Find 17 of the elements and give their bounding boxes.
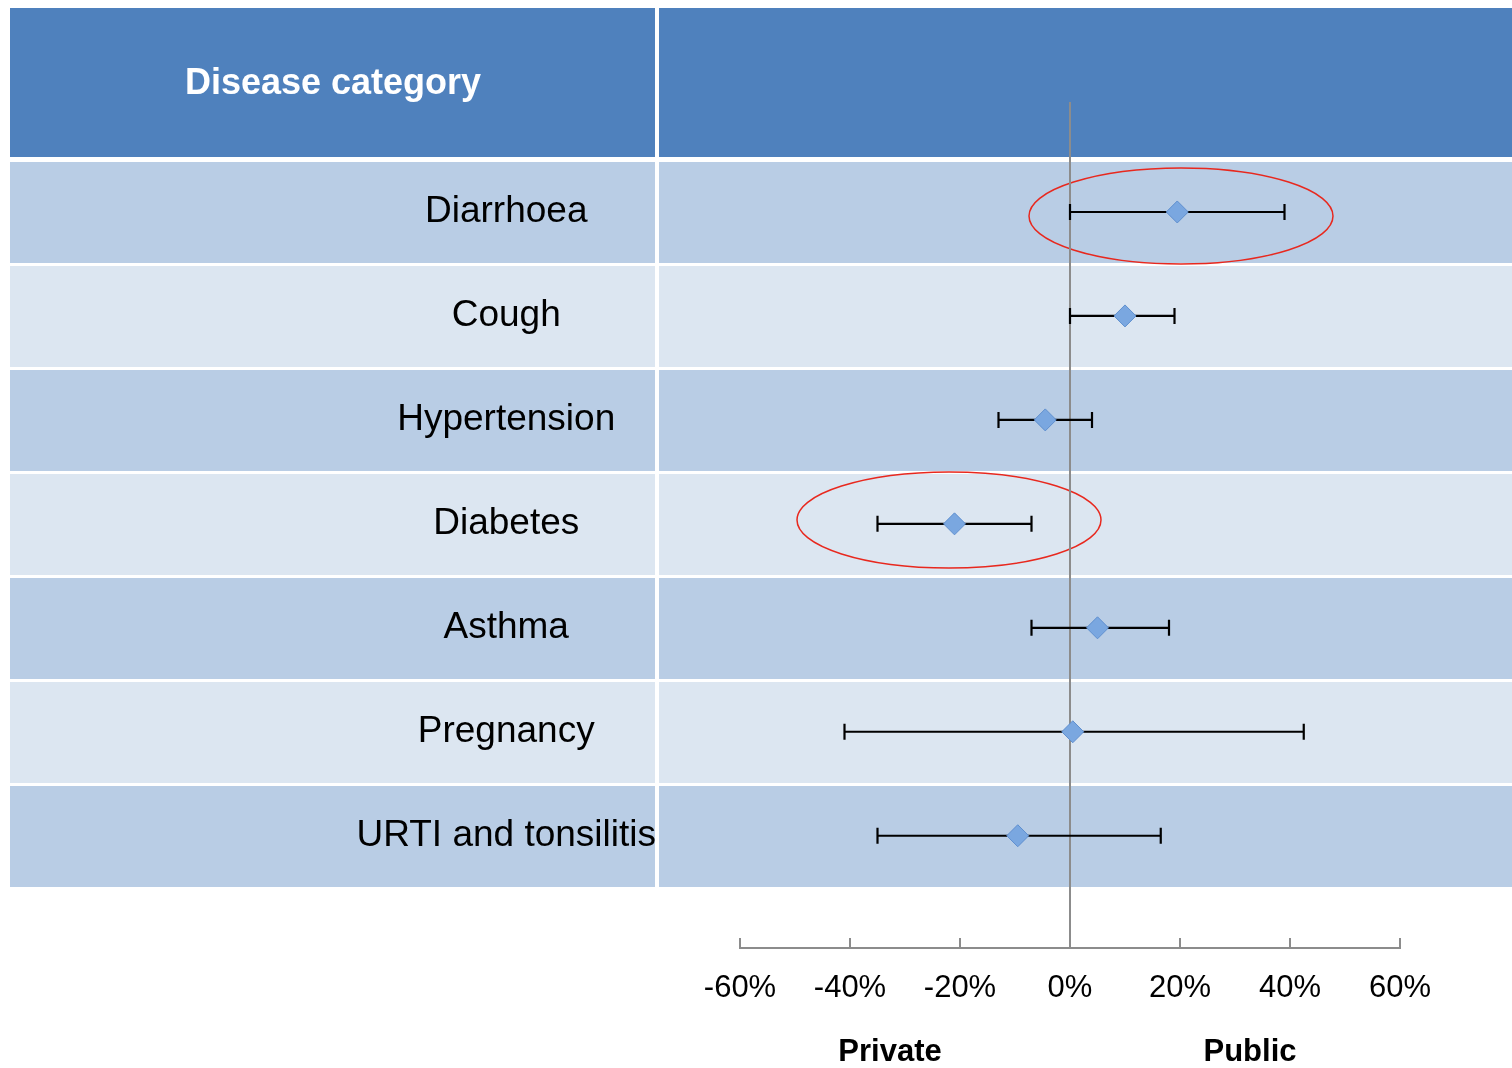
x-tick-label: -60% — [703, 969, 777, 1005]
y-tick-label: URTI and tonsilitis — [356, 812, 656, 854]
x-tick-label: 0% — [1047, 969, 1093, 1005]
x-tick-label: -20% — [923, 969, 997, 1005]
x-tick-label: 40% — [1258, 969, 1322, 1005]
y-tick-label: Cough — [451, 293, 561, 335]
text: Private — [838, 1032, 942, 1068]
y-tick-label: Diabetes — [433, 501, 580, 543]
x-tick-label: 20% — [1148, 969, 1212, 1005]
y-tick-label: Pregnancy — [417, 708, 596, 750]
x-tick-label: 60% — [1368, 969, 1432, 1005]
y-tick-label: Hypertension — [397, 397, 616, 439]
y-tick-label: Diarrhoea — [424, 189, 588, 231]
text: Disease category — [184, 60, 482, 102]
text: Public — [1203, 1032, 1297, 1068]
x-tick-label: -40% — [813, 969, 887, 1005]
y-tick-label: Asthma — [443, 605, 570, 647]
